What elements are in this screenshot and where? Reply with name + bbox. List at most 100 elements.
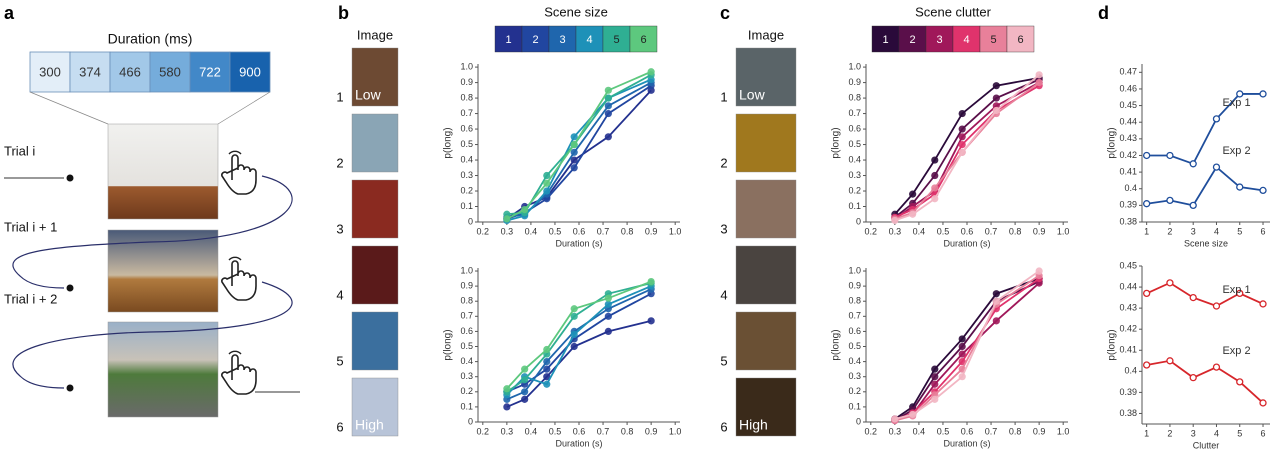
legend-label: 3 bbox=[559, 34, 565, 46]
data-point bbox=[543, 171, 551, 180]
series-label: Exp 2 bbox=[1222, 345, 1250, 357]
trial-photo bbox=[107, 321, 219, 418]
data-point bbox=[543, 358, 551, 366]
x-tick-label: 0.5 bbox=[937, 226, 950, 236]
data-point bbox=[521, 376, 529, 384]
low-label: Low bbox=[739, 87, 766, 103]
x-axis-label: Clutter bbox=[1193, 440, 1220, 450]
panel-letter: b bbox=[338, 3, 349, 23]
x-tick-label: 0.8 bbox=[1009, 226, 1022, 236]
x-tick-label: 0.3 bbox=[889, 426, 902, 436]
data-point bbox=[1143, 200, 1151, 208]
y-tick-label: 0.7 bbox=[848, 311, 861, 321]
data-point bbox=[1143, 289, 1151, 298]
data-point bbox=[570, 148, 578, 156]
duration-value: 900 bbox=[239, 64, 261, 79]
legend-title: Scene clutter bbox=[915, 4, 992, 19]
series-line bbox=[894, 77, 1040, 215]
data-point bbox=[543, 345, 551, 354]
trial-label: Trial i bbox=[4, 143, 35, 158]
zoom-line bbox=[217, 91, 271, 125]
scene-image bbox=[735, 47, 797, 107]
x-tick-label: 0.9 bbox=[645, 226, 658, 236]
duration-box bbox=[109, 51, 151, 93]
data-point bbox=[521, 388, 529, 396]
x-tick-label: 2 bbox=[1167, 226, 1172, 236]
data-point bbox=[543, 365, 551, 373]
data-point bbox=[570, 140, 578, 149]
x-axis-label: Duration (s) bbox=[943, 238, 990, 248]
scene-image bbox=[351, 113, 399, 173]
y-tick-label: 0.7 bbox=[460, 311, 473, 321]
legend-swatch bbox=[871, 25, 900, 53]
series-line bbox=[894, 78, 1040, 219]
y-tick-label: 0.7 bbox=[460, 108, 473, 118]
data-point bbox=[958, 125, 966, 133]
series-line bbox=[506, 89, 652, 220]
data-point bbox=[931, 395, 939, 403]
data-point bbox=[992, 106, 1000, 115]
row-number: 3 bbox=[336, 221, 343, 236]
y-tick-label: 0.3 bbox=[848, 371, 861, 381]
data-point bbox=[543, 187, 551, 195]
x-tick-label: 0.9 bbox=[1033, 226, 1046, 236]
row-number: 4 bbox=[336, 287, 343, 302]
scene-image bbox=[735, 245, 797, 305]
legend-title: Scene size bbox=[544, 4, 608, 19]
data-point bbox=[570, 305, 578, 313]
y-axis-label: p(long) bbox=[1107, 127, 1118, 158]
y-tick-label: 0.1 bbox=[460, 401, 473, 411]
data-point bbox=[1143, 361, 1151, 369]
trial-arc bbox=[12, 175, 293, 289]
y-tick-label: 0.8 bbox=[848, 92, 861, 102]
x-tick-label: 0.9 bbox=[1033, 426, 1046, 436]
y-tick-label: 0.4 bbox=[460, 154, 473, 164]
y-axis-label: p(long) bbox=[443, 127, 454, 158]
tap-arc bbox=[228, 256, 242, 261]
y-tick-label: 0.41 bbox=[1119, 345, 1137, 355]
data-point bbox=[958, 358, 966, 366]
scene-image bbox=[351, 245, 399, 305]
legend-label: 5 bbox=[613, 34, 619, 46]
data-point bbox=[570, 156, 578, 164]
fixation-dot bbox=[66, 174, 74, 182]
y-tick-label: 0.46 bbox=[1119, 83, 1137, 93]
y-tick-label: 0.42 bbox=[1119, 324, 1137, 334]
series-line bbox=[1146, 281, 1264, 308]
duration-value: 722 bbox=[199, 64, 221, 79]
legend-label: 1 bbox=[882, 34, 888, 46]
data-point bbox=[891, 216, 899, 225]
y-axis-label: p(long) bbox=[831, 127, 842, 158]
x-tick-label: 6 bbox=[1261, 428, 1266, 438]
x-tick-label: 0.6 bbox=[961, 426, 974, 436]
x-tick-label: 3 bbox=[1191, 428, 1196, 438]
x-tick-label: 3 bbox=[1191, 226, 1196, 236]
y-tick-label: 0.39 bbox=[1119, 200, 1137, 210]
data-point bbox=[521, 206, 529, 214]
x-axis-label: Scene size bbox=[1184, 238, 1228, 248]
duration-title: Duration (ms) bbox=[108, 31, 193, 47]
y-tick-label: 0.4 bbox=[848, 154, 861, 164]
legend-swatch bbox=[898, 25, 927, 53]
y-tick-label: 0.6 bbox=[460, 326, 473, 336]
y-tick-label: 0 bbox=[856, 216, 861, 226]
data-point bbox=[604, 312, 612, 320]
x-tick-label: 4 bbox=[1214, 226, 1219, 236]
y-tick-label: 0.1 bbox=[848, 401, 861, 411]
data-point bbox=[909, 190, 917, 198]
x-tick-label: 0.4 bbox=[913, 226, 926, 236]
x-axis-label: Duration (s) bbox=[943, 438, 990, 448]
y-tick-label: 0.9 bbox=[460, 280, 473, 290]
data-point bbox=[1236, 289, 1244, 298]
x-tick-label: 0.3 bbox=[889, 226, 902, 236]
data-point bbox=[958, 109, 966, 118]
y-tick-label: 0.9 bbox=[848, 280, 861, 290]
y-tick-label: 0.1 bbox=[848, 201, 861, 211]
duration-value: 300 bbox=[39, 64, 61, 79]
data-point bbox=[1166, 151, 1174, 160]
data-point bbox=[543, 380, 551, 388]
legend-swatch bbox=[629, 25, 658, 53]
data-point bbox=[958, 140, 966, 149]
data-point bbox=[909, 410, 917, 419]
data-point bbox=[1236, 378, 1244, 386]
